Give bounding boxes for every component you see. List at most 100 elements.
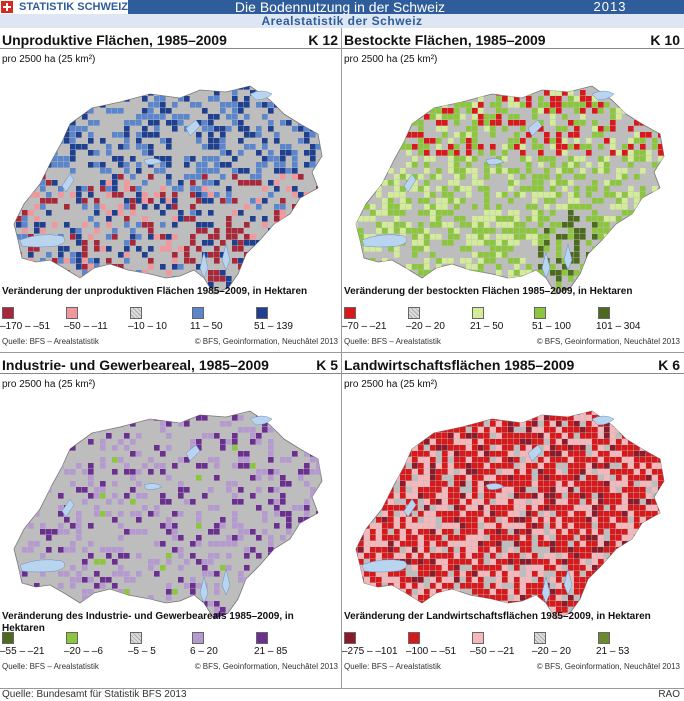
grid-cell (316, 469, 322, 475)
grid-cell (286, 529, 292, 535)
grid-cell (412, 186, 418, 192)
grid-cell (14, 252, 16, 258)
grid-cell (82, 595, 88, 601)
grid-cell (538, 427, 544, 433)
grid-cell (274, 258, 280, 264)
grid-cell (454, 216, 460, 222)
grid-cell (460, 553, 466, 559)
grid-cell (478, 445, 484, 451)
grid-cell (658, 481, 664, 487)
grid-cell (634, 276, 640, 282)
grid-cell (568, 439, 574, 445)
grid-cell (658, 427, 664, 433)
grid-cell (652, 553, 658, 559)
grid-cell (28, 126, 34, 132)
grid-cell (436, 589, 442, 595)
grid-cell (466, 156, 472, 162)
legend-title: Veränderung des Industrie- und Gewerbear… (2, 611, 294, 634)
grid-cell (364, 204, 370, 210)
grid-cell (40, 144, 46, 150)
grid-cell (370, 457, 376, 463)
grid-cell (568, 481, 574, 487)
grid-cell (394, 102, 400, 108)
grid-cell (538, 174, 544, 180)
grid-cell (356, 228, 358, 234)
grid-cell (268, 457, 274, 463)
grid-cell (538, 102, 544, 108)
grid-cell (538, 589, 544, 595)
grid-cell (622, 439, 628, 445)
grid-cell (484, 565, 490, 571)
grid-cell (418, 150, 424, 156)
grid-cell (652, 421, 658, 427)
grid-cell (166, 589, 172, 595)
grid-cell (280, 481, 286, 487)
grid-cell (88, 541, 94, 547)
grid-cell (550, 469, 556, 475)
grid-cell (502, 445, 508, 451)
grid-cell (586, 547, 592, 553)
grid-cell (628, 457, 634, 463)
grid-cell (118, 162, 124, 168)
grid-cell (442, 114, 448, 120)
grid-cell (22, 228, 28, 234)
grid-cell (538, 192, 544, 198)
grid-cell (604, 126, 610, 132)
grid-cell (82, 144, 88, 150)
grid-cell (664, 475, 670, 481)
grid-cell (502, 433, 508, 439)
grid-cell (58, 192, 64, 198)
grid-cell (418, 411, 424, 415)
grid-cell (406, 481, 412, 487)
grid-cell (502, 535, 508, 541)
grid-cell (376, 270, 382, 276)
grid-cell (568, 457, 574, 463)
grid-cell (412, 487, 418, 493)
grid-cell (502, 529, 508, 535)
grid-cell (220, 523, 226, 529)
grid-cell (286, 234, 292, 240)
grid-cell (34, 192, 40, 198)
grid-cell (370, 86, 376, 90)
grid-cell (184, 411, 190, 415)
grid-cell (472, 144, 478, 150)
grid-cell (616, 577, 622, 583)
grid-cell (124, 86, 130, 90)
grid-cell (124, 445, 130, 451)
grid-cell (388, 571, 394, 577)
grid-cell (442, 565, 448, 571)
grid-cell (376, 577, 382, 583)
grid-cell (478, 463, 484, 469)
grid-cell (202, 571, 208, 577)
grid-cell (298, 553, 304, 559)
grid-cell (568, 120, 574, 126)
grid-cell (232, 517, 238, 523)
grid-cell (484, 445, 490, 451)
grid-cell (520, 463, 526, 469)
grid-cell (58, 114, 64, 120)
grid-cell (190, 210, 196, 216)
grid-cell (208, 282, 214, 288)
grid-cell (166, 270, 172, 276)
grid-cell (124, 252, 130, 258)
grid-cell (472, 90, 478, 96)
grid-cell (376, 571, 382, 577)
grid-cell (436, 276, 442, 282)
grid-cell (358, 192, 364, 198)
grid-cell (568, 463, 574, 469)
grid-cell (586, 427, 592, 433)
grid-cell (238, 451, 244, 457)
grid-cell (664, 421, 670, 427)
grid-cell (550, 601, 556, 607)
grid-cell (622, 174, 628, 180)
grid-cell (508, 553, 514, 559)
grid-cell (184, 156, 190, 162)
grid-cell (406, 529, 412, 535)
grid-cell (406, 517, 412, 523)
grid-cell (16, 415, 22, 421)
grid-cell (382, 463, 388, 469)
grid-cell (118, 144, 124, 150)
grid-cell (208, 86, 214, 90)
grid-cell (286, 511, 292, 517)
grid-cell (388, 144, 394, 150)
